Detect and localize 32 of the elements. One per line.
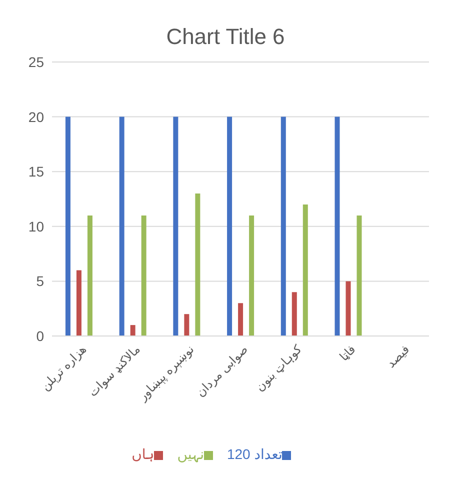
y-tick-label: 5	[36, 273, 44, 290]
bar	[346, 281, 351, 336]
bar	[292, 292, 297, 336]
bar	[76, 270, 82, 336]
bar	[195, 194, 200, 336]
bar	[302, 204, 308, 336]
y-tick-label: 20	[28, 108, 44, 125]
y-tick-label: 15	[28, 164, 44, 180]
legend-label: ہاں	[132, 446, 154, 462]
bar	[65, 116, 70, 336]
x-tick-label: صوابی مردان	[193, 342, 251, 400]
bar	[184, 314, 190, 336]
bar	[87, 215, 92, 336]
x-tick-label: فاټا	[336, 342, 358, 364]
bar	[227, 116, 232, 336]
bar	[173, 116, 178, 336]
x-tick-label: کوہاټ بنون	[252, 342, 305, 394]
x-tick-label: فیصد	[384, 342, 412, 371]
bar	[334, 116, 340, 336]
bar	[119, 116, 124, 336]
y-tick-label: 10	[28, 218, 44, 234]
chart-title: Chart Title 6	[165, 23, 286, 51]
y-tick-label: 25	[28, 54, 44, 70]
bar	[130, 325, 136, 336]
bar	[141, 215, 146, 336]
bar	[249, 215, 254, 336]
legend-label: نہیں	[177, 446, 204, 462]
bar	[356, 215, 362, 336]
bar	[280, 116, 286, 336]
y-tick-label: 0	[36, 328, 44, 344]
legend-label: تعداد 120	[226, 446, 282, 462]
bar	[238, 303, 244, 336]
